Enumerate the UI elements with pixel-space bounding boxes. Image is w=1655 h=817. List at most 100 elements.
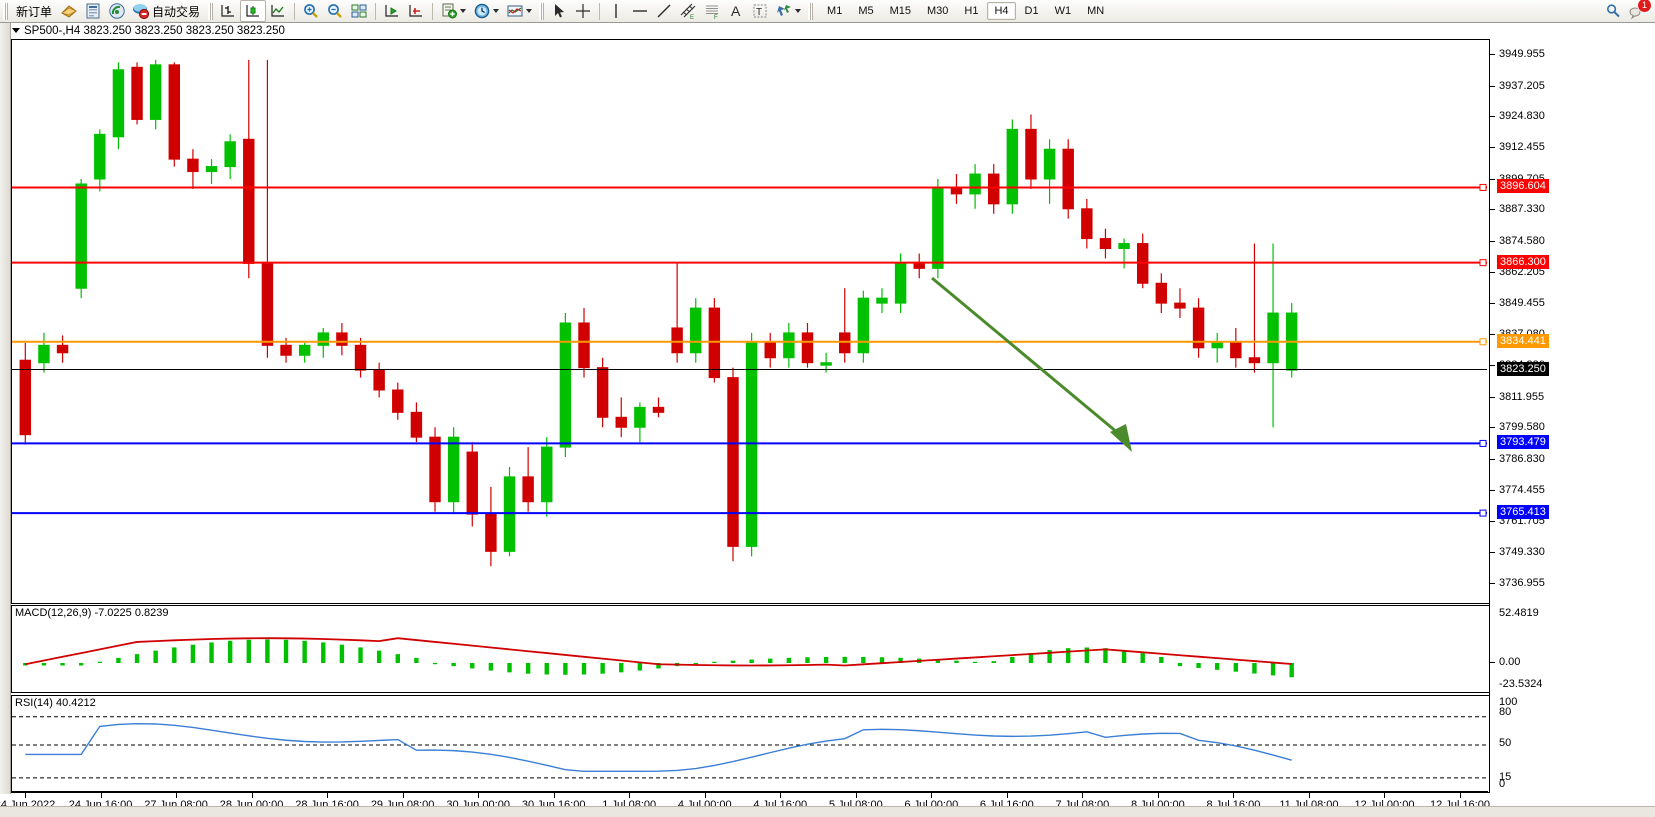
rsi-tick-label: 80 bbox=[1499, 706, 1512, 718]
chevron-down-icon[interactable] bbox=[460, 9, 467, 13]
equidistant-channel-button[interactable]: E bbox=[676, 1, 700, 21]
chart-left-scroll[interactable] bbox=[0, 23, 11, 794]
price-tick bbox=[1489, 178, 1495, 180]
price-tag-pivot[interactable]: 3834.441 bbox=[1497, 333, 1549, 348]
price-tick bbox=[1489, 147, 1495, 149]
auto-scroll-icon[interactable] bbox=[404, 1, 428, 21]
signals-icon[interactable] bbox=[105, 1, 129, 21]
price-tag-current-price[interactable]: 3823.250 bbox=[1497, 361, 1549, 376]
crosshair-tool-button[interactable] bbox=[571, 1, 595, 21]
macd-plot bbox=[23, 637, 1294, 678]
text-icon: A bbox=[727, 2, 745, 20]
toolbar-grip-3[interactable] bbox=[539, 2, 545, 20]
cursor-icon bbox=[550, 2, 568, 20]
collapse-icon[interactable] bbox=[12, 28, 20, 34]
price-tick-label: 3937.205 bbox=[1499, 79, 1545, 92]
arrows-button[interactable] bbox=[772, 1, 805, 21]
time-tick bbox=[1308, 793, 1310, 798]
zoom-out-icon bbox=[326, 2, 344, 20]
timeframe-m5[interactable]: M5 bbox=[858, 5, 874, 17]
text-label-button[interactable]: T bbox=[748, 1, 772, 21]
rsi-label: RSI(14) 40.4212 bbox=[15, 697, 100, 709]
timeframe-w1[interactable]: W1 bbox=[1054, 5, 1072, 17]
price-panel[interactable] bbox=[11, 39, 1490, 604]
time-tick bbox=[780, 793, 782, 798]
toolbar-grip-2[interactable] bbox=[208, 2, 214, 20]
notifications-button[interactable]: 1 bbox=[1625, 0, 1652, 21]
svg-text:T: T bbox=[756, 7, 762, 18]
price-tick bbox=[1489, 271, 1495, 273]
autotrading-button[interactable]: 自动交易 bbox=[129, 1, 205, 21]
time-tick bbox=[176, 793, 178, 798]
time-tick bbox=[478, 793, 480, 798]
fibonacci-button[interactable]: F bbox=[700, 1, 724, 21]
rsi-tick-label: 100 bbox=[1499, 696, 1518, 708]
price-tick-label: 3799.580 bbox=[1499, 421, 1545, 434]
price-tag-resistance-1[interactable]: 3896.604 bbox=[1497, 179, 1549, 194]
chevron-down-icon-4[interactable] bbox=[795, 9, 802, 13]
timeframe-mn[interactable]: MN bbox=[1087, 5, 1105, 17]
price-tick bbox=[1489, 521, 1495, 523]
zoom-in-icon bbox=[302, 2, 320, 20]
data-window-icon[interactable] bbox=[81, 1, 105, 21]
price-tick-label: 3749.330 bbox=[1499, 546, 1545, 559]
price-tag-support-2[interactable]: 3765.413 bbox=[1497, 505, 1549, 520]
timeframe-m15[interactable]: M15 bbox=[889, 5, 911, 17]
chart-area[interactable]: SP500-,H4 3823.250 3823.250 3823.250 382… bbox=[0, 23, 1655, 817]
text-label-icon: T bbox=[751, 2, 769, 20]
chevron-down-icon-2[interactable] bbox=[493, 9, 500, 13]
time-tick bbox=[704, 793, 706, 798]
chart-shift-icon[interactable] bbox=[380, 1, 404, 21]
vertical-line-icon bbox=[607, 2, 625, 20]
macd-panel[interactable] bbox=[11, 605, 1490, 693]
time-tick bbox=[855, 793, 857, 798]
timeframe-d1[interactable]: D1 bbox=[1024, 5, 1039, 17]
line-chart-icon[interactable] bbox=[266, 1, 290, 21]
toolbar-grip-4[interactable] bbox=[808, 2, 814, 20]
macd-tick-label: 52.4819 bbox=[1499, 607, 1539, 619]
rsi-panel[interactable] bbox=[11, 695, 1490, 793]
expert-advisors-icon[interactable] bbox=[57, 1, 81, 21]
time-scale-line bbox=[11, 791, 1488, 792]
chevron-down-icon-3[interactable] bbox=[526, 9, 533, 13]
price-tag-support-1[interactable]: 3793.479 bbox=[1497, 435, 1549, 450]
tile-windows-icon[interactable] bbox=[347, 1, 371, 21]
timeframe-h4[interactable]: H4 bbox=[987, 2, 1016, 20]
horizontal-line-button[interactable] bbox=[628, 1, 652, 21]
vertical-line-button[interactable] bbox=[604, 1, 628, 21]
templates-button[interactable] bbox=[503, 1, 536, 21]
macd-tick-label: -23.5324 bbox=[1499, 678, 1543, 690]
price-tick bbox=[1489, 209, 1495, 211]
price-tick bbox=[1489, 85, 1495, 87]
new-order-button[interactable]: 新订单 bbox=[11, 1, 57, 21]
toolbar-separator bbox=[294, 2, 296, 20]
price-tag-resistance-2[interactable]: 3866.300 bbox=[1497, 254, 1549, 269]
candlestick-chart-icon[interactable] bbox=[240, 0, 267, 22]
timeframe-m30[interactable]: M30 bbox=[927, 5, 949, 17]
toolbar-separator-4 bbox=[599, 2, 601, 20]
time-tick bbox=[629, 793, 631, 798]
notification-icon bbox=[1628, 2, 1646, 20]
new-order-label: 新订单 bbox=[16, 4, 53, 19]
time-tick bbox=[1157, 793, 1159, 798]
search-button[interactable] bbox=[1601, 1, 1625, 21]
price-tick-label: 3786.830 bbox=[1499, 452, 1545, 465]
periodicity-button[interactable] bbox=[470, 1, 503, 21]
price-tick-label: 3736.955 bbox=[1499, 576, 1545, 589]
bar-chart-icon[interactable] bbox=[216, 1, 240, 21]
timeframe-h1[interactable]: H1 bbox=[964, 5, 979, 17]
trendline-button[interactable] bbox=[652, 1, 676, 21]
price-scale[interactable]: 3949.9553937.2053924.8303912.4553899.705… bbox=[1489, 39, 1655, 791]
price-tick-label: 3774.455 bbox=[1499, 483, 1545, 496]
indicators-button[interactable] bbox=[437, 1, 470, 21]
time-tick bbox=[1460, 793, 1461, 798]
zoom-in-button[interactable] bbox=[299, 1, 323, 21]
time-tick bbox=[1006, 793, 1008, 798]
toolbar-grip[interactable] bbox=[3, 2, 8, 20]
cursor-tool-button[interactable] bbox=[547, 1, 571, 21]
price-tick bbox=[1489, 54, 1495, 55]
main-toolbar: 新订单 bbox=[0, 0, 1655, 23]
text-tool-button[interactable]: A bbox=[724, 1, 748, 21]
timeframe-m1[interactable]: M1 bbox=[827, 5, 843, 17]
zoom-out-button[interactable] bbox=[323, 1, 347, 21]
